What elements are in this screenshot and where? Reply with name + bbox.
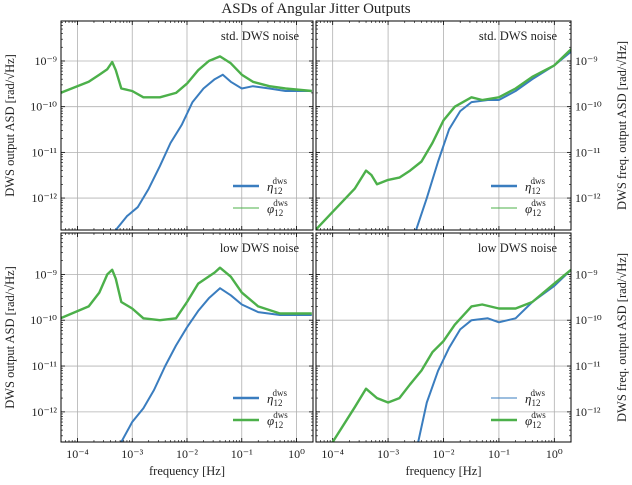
figure-title: ASDs of Angular Jitter Outputs [221,1,410,17]
series-line-1 [316,48,571,230]
y-tick-label: 10⁻¹⁰ [30,100,57,114]
panel-bottom-right: 10⁻⁴ 10⁻³ 10⁻² 10⁻¹ 10⁰ 10⁻⁹ 10⁻¹⁰ 10⁻¹¹ 10⁻¹² lo… [315,232,629,478]
y-axis-label: DWS output ASD [rad/√Hz] [3,266,17,409]
x-tick-label: 10⁻³ [377,447,399,461]
y-axis-label: DWS freq. output ASD [rad/√Hz] [615,41,629,210]
panel-annotation: std. DWS noise [479,29,558,43]
y-axis-label: DWS freq. output ASD [rad/√Hz] [615,253,629,422]
x-tick-label: 10⁻³ [121,447,143,461]
y-tick-label: 10⁻⁹ [575,54,598,68]
y-tick-label: 10⁻⁹ [575,267,598,281]
x-tick-label: 10⁻¹ [231,447,253,461]
legend-label: φ12dws [267,410,288,430]
y-tick-label: 10⁻¹¹ [31,359,57,373]
y-tick-label: 10⁻¹¹ [31,145,57,159]
x-axis-label: frequency [Hz] [406,464,482,478]
y-tick-label: 10⁻¹⁰ [575,313,602,327]
y-tick-label: 10⁻¹⁰ [575,100,602,114]
y-tick-label: 10⁻⁹ [34,267,57,281]
panel-annotation: low DWS noise [478,241,558,255]
series-line-0 [415,50,571,230]
series-line-1 [61,55,312,99]
legend-label: η12dws [267,388,287,408]
y-tick-label: 10⁻¹² [31,405,57,419]
y-tick-label: 10⁻¹² [31,191,57,205]
x-tick-label: 10⁻¹ [488,447,510,461]
panel-top-left: 10⁻⁹ 10⁻¹⁰ 10⁻¹¹ 10⁻¹² std. DWS noise η12dwsφ… [3,20,314,231]
x-axis-label: frequency [Hz] [149,464,225,478]
x-tick-label: 10⁻² [433,447,455,461]
legend-label: φ̇12dws [525,410,546,430]
legend-label: η̇12dws [525,176,545,196]
y-tick-label: 10⁻¹¹ [575,145,601,159]
series-line-0 [120,287,312,442]
legend-label: η12dws [267,176,287,196]
axes-frame [60,20,314,231]
legend-label: η̇12dws [525,388,545,408]
series-line-1 [61,266,312,322]
axes-frame [315,232,572,443]
x-tick-label: 10⁻⁴ [321,447,344,461]
legend-label: φ12dws [267,198,288,218]
y-tick-label: 10⁻¹¹ [575,359,601,373]
series-line-1 [331,268,571,442]
x-tick-label: 10⁻⁴ [66,447,89,461]
x-tick-label: 10⁻² [176,447,198,461]
series-line-0 [115,73,312,230]
panel-top-right: 10⁻⁹ 10⁻¹⁰ 10⁻¹¹ 10⁻¹² std. DWS noise η̇12dws… [315,20,629,231]
axes-frame [60,232,314,443]
x-tick-label: 10⁰ [546,447,563,461]
y-tick-label: 10⁻¹⁰ [30,313,57,327]
series-line-0 [417,269,571,442]
y-tick-label: 10⁻¹² [575,405,601,419]
axes-frame [315,20,572,231]
panel-annotation: std. DWS noise [221,29,300,43]
y-axis-label: DWS output ASD [rad/√Hz] [3,54,17,197]
panel-bottom-left: 10⁻⁴ 10⁻³ 10⁻² 10⁻¹ 10⁰ 10⁻⁹ 10⁻¹⁰ 10⁻¹¹ 10⁻¹² lo… [3,232,314,478]
x-tick-label: 10⁰ [288,447,305,461]
legend-label: φ̇12dws [525,198,546,218]
panel-annotation: low DWS noise [220,241,300,255]
y-tick-label: 10⁻¹² [575,191,601,205]
y-tick-label: 10⁻⁹ [34,54,57,68]
